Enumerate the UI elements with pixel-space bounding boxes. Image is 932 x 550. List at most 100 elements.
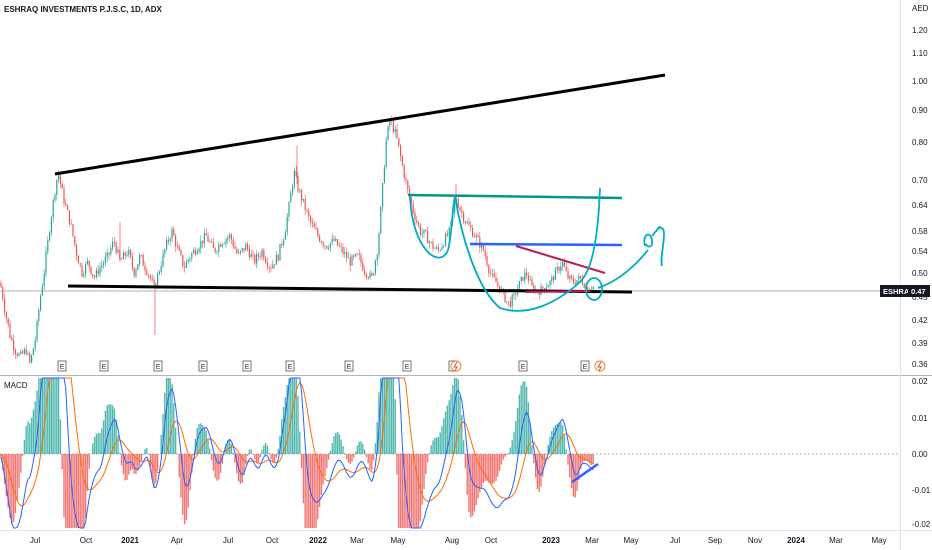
- candle-body: [301, 190, 303, 201]
- macd-histogram-bar: [308, 454, 310, 528]
- macd-histogram-bar: [282, 407, 285, 454]
- candle-body: [428, 241, 430, 244]
- candle-body: [94, 276, 96, 278]
- macd-histogram-bar: [236, 454, 238, 474]
- candle-body: [207, 235, 209, 242]
- earnings-marker-icon[interactable]: [242, 360, 252, 372]
- macd-histogram-bar: [329, 450, 332, 454]
- time-tick-label: May: [390, 536, 405, 545]
- macd-histogram-bar: [461, 414, 463, 454]
- teal-resistance-line[interactable]: [407, 193, 623, 200]
- earnings-marker-label: E: [405, 364, 410, 371]
- macd-histogram-bar: [86, 454, 89, 491]
- macd-histogram-bar: [7, 454, 9, 508]
- time-tick-label: Aug: [445, 536, 459, 545]
- dividend-marker-icon[interactable]: [450, 360, 462, 372]
- candle-body: [106, 252, 108, 258]
- candle-body: [342, 247, 344, 254]
- projection-arrow[interactable]: [597, 249, 649, 289]
- candle-body: [311, 222, 313, 224]
- blue-resistance-line[interactable]: [469, 242, 623, 247]
- candle-body: [315, 227, 317, 230]
- candle-body: [398, 138, 400, 146]
- candle-body: [563, 262, 565, 267]
- candle-body: [394, 129, 396, 133]
- macd-histogram-bar: [50, 378, 53, 454]
- candle-body: [164, 249, 166, 254]
- candle-body: [445, 233, 447, 246]
- earnings-marker-icon[interactable]: [580, 360, 590, 372]
- candle-body: [468, 222, 470, 226]
- macd-histogram-bar: [372, 454, 375, 461]
- macd-panel[interactable]: [0, 376, 900, 530]
- event-markers[interactable]: EEEEEEEEEEE: [57, 360, 606, 372]
- candle-body: [572, 278, 574, 283]
- macd-histogram-bar: [389, 378, 391, 454]
- candle-body: [587, 286, 589, 291]
- macd-histogram-bar: [182, 454, 184, 515]
- time-axis[interactable]: Jul Oct 2021 Apr Jul Oct 2022 Mar May Aug Oct 2023 M…: [30, 536, 887, 545]
- macd-histogram-bar: [525, 386, 528, 454]
- candle-body: [513, 293, 515, 295]
- candle-body: [275, 254, 277, 265]
- earnings-marker-icon[interactable]: [198, 360, 208, 372]
- earnings-marker-icon[interactable]: [153, 360, 163, 372]
- candle-body: [0, 282, 2, 288]
- price-axis[interactable]: 1.20 1.10 1.00 0.90 0.80 0.70 0.64 0.58 0.54 0.50…: [912, 26, 928, 369]
- macd-histogram-bar: [590, 454, 593, 466]
- candle-body: [432, 242, 434, 249]
- macd-divergence-line[interactable]: [571, 462, 599, 484]
- candle-body: [187, 259, 189, 262]
- candle-body: [200, 240, 202, 249]
- candle-body: [448, 227, 450, 236]
- macd-histogram-bar: [299, 431, 301, 454]
- candle-body: [522, 276, 524, 281]
- macd-histogram-bar: [344, 453, 346, 454]
- candle-body: [434, 248, 436, 249]
- macd-axis[interactable]: 0.02 0.01 0.00 -0.01 -0.02: [912, 377, 931, 529]
- macd-histogram-bar: [29, 423, 31, 454]
- candle-body: [538, 292, 540, 295]
- candle-body: [79, 263, 81, 265]
- macd-histogram-bar: [48, 378, 51, 454]
- candle-body: [243, 248, 245, 251]
- candle-body: [90, 266, 92, 275]
- macd-histogram-bar: [471, 454, 474, 516]
- earnings-marker-icon[interactable]: [285, 360, 295, 372]
- candle-body: [299, 190, 301, 192]
- candle-body: [36, 321, 38, 341]
- earnings-marker-icon[interactable]: [99, 360, 109, 372]
- macd-histogram-bar: [198, 423, 200, 454]
- macd-histogram-bar: [92, 443, 94, 454]
- user-drawings[interactable]: [54, 73, 666, 312]
- breakout-circle[interactable]: [585, 277, 603, 301]
- macd-histogram-bar: [556, 423, 558, 454]
- macd-histogram-bar: [135, 454, 137, 474]
- red-support-line[interactable]: [524, 290, 591, 293]
- red-descending-line[interactable]: [515, 245, 606, 274]
- time-tick-label: May: [871, 536, 886, 545]
- candle-body: [556, 267, 558, 270]
- price-panel[interactable]: [0, 0, 900, 375]
- dividend-marker-icon[interactable]: [594, 360, 606, 372]
- macd-histogram-bar: [221, 454, 224, 464]
- earnings-marker-icon[interactable]: [518, 360, 528, 372]
- candle-body: [23, 349, 25, 354]
- macd-histogram-bar: [104, 410, 107, 454]
- earnings-marker-icon[interactable]: [57, 360, 67, 372]
- candle-body: [326, 246, 328, 249]
- candle-body: [47, 239, 49, 252]
- macd-histogram-bar: [338, 434, 341, 454]
- candle-body: [347, 257, 349, 259]
- candle-body: [574, 282, 576, 285]
- earnings-marker-icon[interactable]: [344, 360, 354, 372]
- cup-handle-drawing[interactable]: [409, 187, 601, 312]
- upper-trendline[interactable]: [54, 73, 666, 176]
- earnings-marker-icon[interactable]: [402, 360, 412, 372]
- time-tick-label: Jul: [223, 536, 233, 545]
- candle-body: [279, 243, 281, 261]
- macd-histogram-bar: [426, 454, 429, 463]
- macd-tick-label: 0.00: [912, 450, 928, 459]
- macd-histogram-bar: [194, 438, 197, 454]
